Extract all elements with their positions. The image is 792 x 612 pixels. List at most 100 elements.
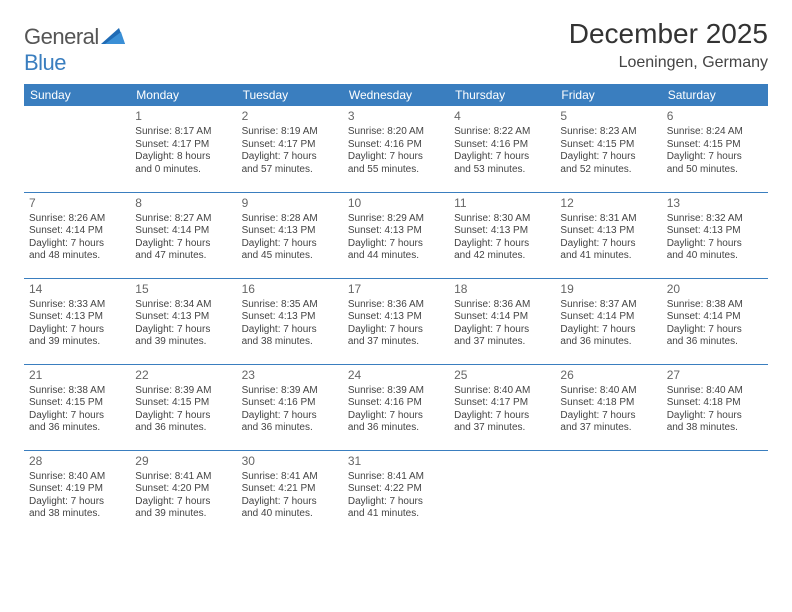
sunset-text: Sunset: 4:15 PM [135,397,231,410]
sunrise-text: Sunrise: 8:41 AM [348,471,444,484]
daylight-text: and 36 minutes. [29,422,125,435]
sunrise-text: Sunrise: 8:22 AM [454,126,550,139]
daylight-text: and 36 minutes. [667,336,763,349]
logo-text: General Blue [24,24,125,76]
weekday-header: Wednesday [343,84,449,106]
location-text: Loeningen, Germany [569,54,768,72]
logo-mark-icon [101,26,125,44]
sunrise-text: Sunrise: 8:38 AM [29,385,125,398]
day-number: 9 [242,196,338,211]
sunrise-text: Sunrise: 8:29 AM [348,213,444,226]
sunset-text: Sunset: 4:15 PM [560,139,656,152]
daylight-text: Daylight: 7 hours [29,410,125,423]
sunset-text: Sunset: 4:13 PM [29,311,125,324]
day-number: 31 [348,454,444,469]
day-number: 26 [560,368,656,383]
sunrise-text: Sunrise: 8:23 AM [560,126,656,139]
sunset-text: Sunset: 4:13 PM [560,225,656,238]
daylight-text: Daylight: 7 hours [135,324,231,337]
sunrise-text: Sunrise: 8:40 AM [454,385,550,398]
day-number: 17 [348,282,444,297]
day-number: 15 [135,282,231,297]
weekday-header: Friday [555,84,661,106]
calendar-cell: 9Sunrise: 8:28 AMSunset: 4:13 PMDaylight… [237,192,343,278]
sunset-text: Sunset: 4:21 PM [242,483,338,496]
day-number: 14 [29,282,125,297]
calendar-cell: 7Sunrise: 8:26 AMSunset: 4:14 PMDaylight… [24,192,130,278]
day-number: 8 [135,196,231,211]
calendar-table: Sunday Monday Tuesday Wednesday Thursday… [24,84,768,536]
daylight-text: and 37 minutes. [454,336,550,349]
daylight-text: Daylight: 7 hours [29,238,125,251]
sunset-text: Sunset: 4:16 PM [348,397,444,410]
sunrise-text: Sunrise: 8:41 AM [135,471,231,484]
weekday-header-row: Sunday Monday Tuesday Wednesday Thursday… [24,84,768,106]
calendar-cell: 13Sunrise: 8:32 AMSunset: 4:13 PMDayligh… [662,192,768,278]
page-title: December 2025 [569,18,768,50]
daylight-text: and 39 minutes. [29,336,125,349]
calendar-cell: 28Sunrise: 8:40 AMSunset: 4:19 PMDayligh… [24,450,130,536]
daylight-text: and 39 minutes. [135,336,231,349]
calendar-cell: 25Sunrise: 8:40 AMSunset: 4:17 PMDayligh… [449,364,555,450]
daylight-text: and 52 minutes. [560,164,656,177]
daylight-text: Daylight: 7 hours [242,324,338,337]
calendar-cell: 23Sunrise: 8:39 AMSunset: 4:16 PMDayligh… [237,364,343,450]
sunrise-text: Sunrise: 8:17 AM [135,126,231,139]
day-number: 6 [667,109,763,124]
daylight-text: and 38 minutes. [29,508,125,521]
calendar-cell: 30Sunrise: 8:41 AMSunset: 4:21 PMDayligh… [237,450,343,536]
calendar-cell: 24Sunrise: 8:39 AMSunset: 4:16 PMDayligh… [343,364,449,450]
daylight-text: and 36 minutes. [242,422,338,435]
daylight-text: and 37 minutes. [560,422,656,435]
sunrise-text: Sunrise: 8:31 AM [560,213,656,226]
daylight-text: and 36 minutes. [348,422,444,435]
daylight-text: Daylight: 7 hours [667,238,763,251]
sunrise-text: Sunrise: 8:32 AM [667,213,763,226]
sunrise-text: Sunrise: 8:40 AM [560,385,656,398]
daylight-text: Daylight: 7 hours [135,410,231,423]
daylight-text: Daylight: 7 hours [560,238,656,251]
calendar-cell: 4Sunrise: 8:22 AMSunset: 4:16 PMDaylight… [449,106,555,192]
calendar-cell [662,450,768,536]
daylight-text: and 39 minutes. [135,508,231,521]
sunset-text: Sunset: 4:18 PM [667,397,763,410]
day-number: 2 [242,109,338,124]
day-number: 24 [348,368,444,383]
sunrise-text: Sunrise: 8:26 AM [29,213,125,226]
sunrise-text: Sunrise: 8:36 AM [348,299,444,312]
calendar-cell: 5Sunrise: 8:23 AMSunset: 4:15 PMDaylight… [555,106,661,192]
daylight-text: Daylight: 7 hours [242,151,338,164]
daylight-text: and 36 minutes. [135,422,231,435]
daylight-text: and 36 minutes. [560,336,656,349]
calendar-cell: 1Sunrise: 8:17 AMSunset: 4:17 PMDaylight… [130,106,236,192]
calendar-cell: 20Sunrise: 8:38 AMSunset: 4:14 PMDayligh… [662,278,768,364]
calendar-row: 28Sunrise: 8:40 AMSunset: 4:19 PMDayligh… [24,450,768,536]
sunset-text: Sunset: 4:17 PM [135,139,231,152]
day-number: 29 [135,454,231,469]
calendar-row: 1 Sunrise: 8:17 AMSunset: 4:17 PM Daylight… [24,106,768,192]
calendar-cell: 3Sunrise: 8:20 AMSunset: 4:16 PMDaylight… [343,106,449,192]
day-number: 1 [135,109,231,124]
daylight-text: Daylight: 7 hours [348,410,444,423]
daylight-text: Daylight: 7 hours [348,238,444,251]
calendar-cell: 14Sunrise: 8:33 AMSunset: 4:13 PMDayligh… [24,278,130,364]
logo-text-general: General [24,24,99,49]
weekday-header: Sunday [24,84,130,106]
sunrise-text: Sunrise: 8:28 AM [242,213,338,226]
day-number: 27 [667,368,763,383]
sunset-text: Sunset: 4:15 PM [667,139,763,152]
daylight-text: and 50 minutes. [667,164,763,177]
calendar-cell: 31Sunrise: 8:41 AMSunset: 4:22 PMDayligh… [343,450,449,536]
day-number: 12 [560,196,656,211]
calendar-cell: 2Sunrise: 8:19 AMSunset: 4:17 PMDaylight… [237,106,343,192]
day-number: 21 [29,368,125,383]
day-number: 30 [242,454,338,469]
calendar-cell: 6Sunrise: 8:24 AMSunset: 4:15 PMDaylight… [662,106,768,192]
calendar-cell: 26Sunrise: 8:40 AMSunset: 4:18 PMDayligh… [555,364,661,450]
day-number: 28 [29,454,125,469]
daylight-text: and 40 minutes. [242,508,338,521]
sunset-text: Sunset: 4:14 PM [135,225,231,238]
daylight-text: Daylight: 7 hours [560,324,656,337]
weekday-header: Monday [130,84,236,106]
day-number: 23 [242,368,338,383]
